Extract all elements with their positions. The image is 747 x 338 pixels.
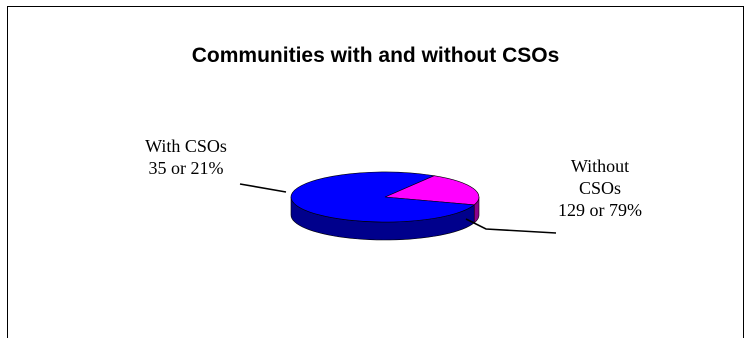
label-with-csos-line2: 35 or 21% (148, 158, 224, 178)
pie-layer (239, 171, 557, 241)
label-without-csos: Without CSOs 129 or 79% (540, 155, 660, 221)
leader-line-without-csos (465, 218, 557, 234)
chart-frame: Communities with and without CSOs With C… (7, 6, 744, 338)
pie-slice-with-csos (384, 175, 480, 206)
leader-line-with-csos (239, 183, 287, 193)
label-with-csos-line1: With CSOs (145, 136, 227, 156)
label-without-csos-line2: CSOs (578, 178, 622, 198)
pie-slice-without-csos (290, 171, 476, 223)
label-with-csos: With CSOs 35 or 21% (116, 135, 256, 179)
chart-title: Communities with and without CSOs (191, 44, 560, 67)
label-without-csos-line1: Without (570, 156, 630, 176)
label-without-csos-line3: 129 or 79% (558, 200, 642, 220)
pie-chart (239, 171, 557, 241)
